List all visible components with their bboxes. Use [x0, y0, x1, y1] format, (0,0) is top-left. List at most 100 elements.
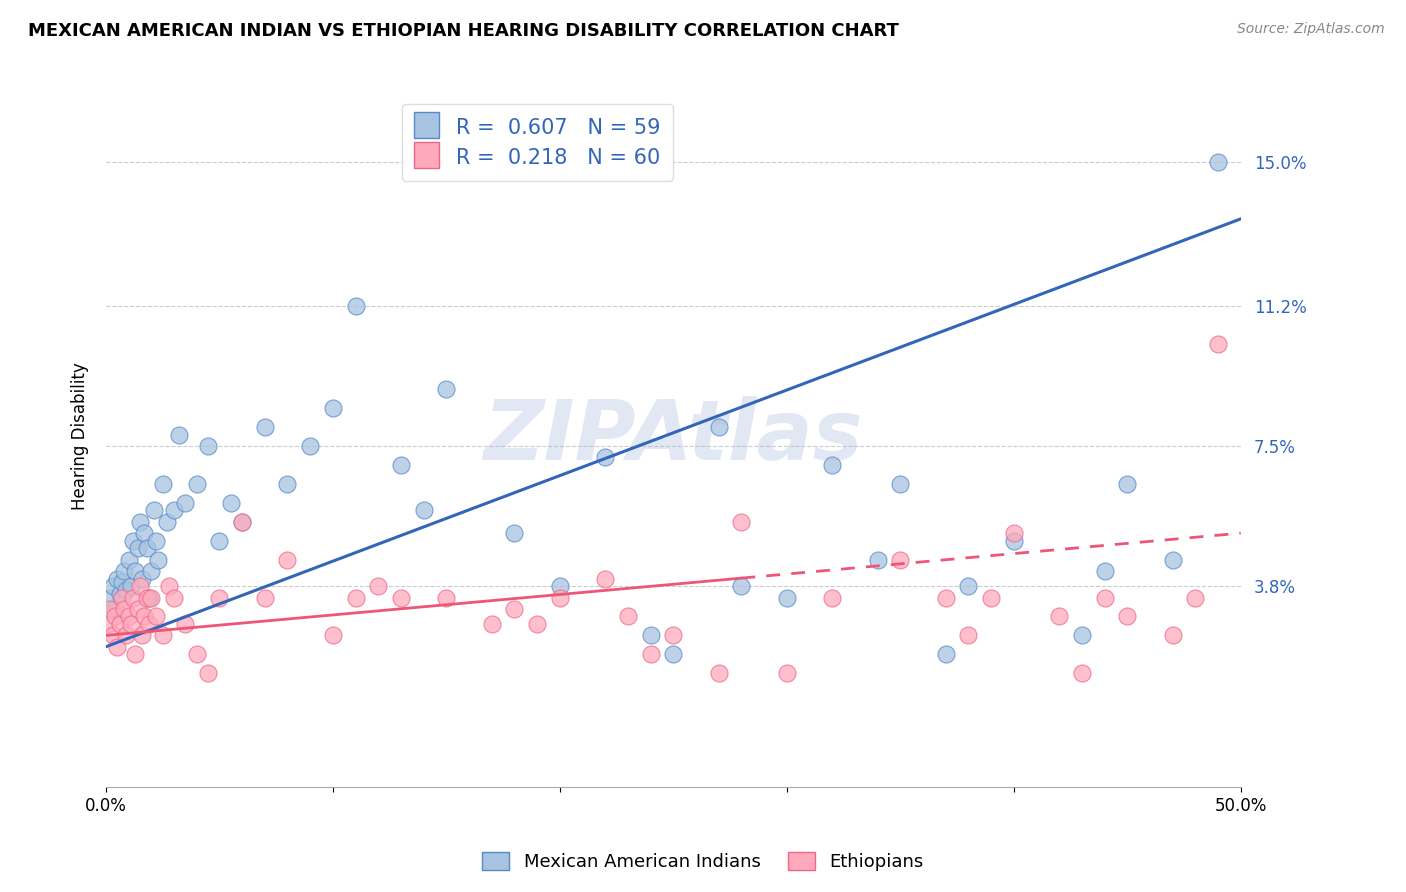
Point [935, 648, 957, 662]
Point [593, 572, 616, 586]
Point [105, 572, 128, 586]
Point [101, 579, 124, 593]
Point [1184, 591, 1206, 605]
Point [1161, 628, 1184, 642]
Text: Source: ZipAtlas.com: Source: ZipAtlas.com [1237, 22, 1385, 37]
Point [145, 533, 167, 548]
Point [186, 648, 208, 662]
Point [707, 666, 730, 681]
Point [526, 617, 548, 632]
Point [253, 420, 276, 434]
Point [105, 640, 128, 654]
Point [389, 591, 412, 605]
Point [434, 591, 457, 605]
Point [548, 579, 571, 593]
Point [1070, 666, 1092, 681]
Point [97, 617, 120, 632]
Point [1094, 591, 1116, 605]
Point [138, 591, 160, 605]
Point [503, 602, 526, 616]
Point [104, 609, 127, 624]
Point [163, 503, 186, 517]
Point [174, 617, 197, 632]
Point [208, 533, 231, 548]
Point [503, 526, 526, 541]
Text: ZIPAtlas: ZIPAtlas [484, 396, 863, 477]
Point [253, 591, 276, 605]
Point [1116, 609, 1139, 624]
Point [231, 515, 253, 529]
Point [344, 591, 367, 605]
Point [640, 628, 662, 642]
Point [115, 628, 138, 642]
Point [662, 628, 685, 642]
Legend: Mexican American Indians, Ethiopians: Mexican American Indians, Ethiopians [475, 845, 931, 879]
Point [412, 503, 434, 517]
Point [776, 666, 799, 681]
Point [197, 666, 219, 681]
Point [367, 579, 389, 593]
Point [163, 591, 186, 605]
Point [124, 564, 146, 578]
Point [115, 582, 138, 597]
Point [100, 591, 122, 605]
Point [957, 579, 980, 593]
Point [276, 477, 298, 491]
Point [129, 515, 152, 529]
Point [821, 591, 844, 605]
Point [131, 572, 153, 586]
Point [186, 477, 208, 491]
Point [821, 458, 844, 472]
Point [156, 515, 179, 529]
Point [1094, 564, 1116, 578]
Point [152, 628, 174, 642]
Point [112, 602, 135, 616]
Point [108, 617, 131, 632]
Text: MEXICAN AMERICAN INDIAN VS ETHIOPIAN HEARING DISABILITY CORRELATION CHART: MEXICAN AMERICAN INDIAN VS ETHIOPIAN HEA… [28, 22, 898, 40]
Point [101, 628, 124, 642]
Point [122, 533, 145, 548]
Point [145, 609, 167, 624]
Point [129, 579, 152, 593]
Point [167, 427, 190, 442]
Point [730, 579, 752, 593]
Point [935, 591, 957, 605]
Point [1047, 609, 1070, 624]
Point [889, 477, 911, 491]
Point [135, 591, 157, 605]
Point [219, 496, 242, 510]
Point [1206, 336, 1229, 351]
Point [344, 299, 367, 313]
Point [120, 617, 142, 632]
Point [957, 628, 980, 642]
Y-axis label: Hearing Disability: Hearing Disability [72, 363, 89, 510]
Point [434, 382, 457, 396]
Point [141, 591, 163, 605]
Point [134, 526, 156, 541]
Point [131, 628, 153, 642]
Point [112, 564, 135, 578]
Point [548, 591, 571, 605]
Point [866, 552, 889, 566]
Point [100, 602, 122, 616]
Point [174, 496, 197, 510]
Point [124, 648, 146, 662]
Point [1002, 526, 1025, 541]
Point [141, 564, 163, 578]
Point [389, 458, 412, 472]
Point [231, 515, 253, 529]
Point [111, 575, 134, 590]
Point [1116, 477, 1139, 491]
Legend: R =  0.607   N = 59, R =  0.218   N = 60: R = 0.607 N = 59, R = 0.218 N = 60 [402, 103, 672, 180]
Point [1002, 533, 1025, 548]
Point [276, 552, 298, 566]
Point [889, 552, 911, 566]
Point [127, 541, 149, 556]
Point [1161, 552, 1184, 566]
Point [730, 515, 752, 529]
Point [146, 552, 169, 566]
Point [117, 609, 139, 624]
Point [208, 591, 231, 605]
Point [127, 602, 149, 616]
Point [117, 552, 139, 566]
